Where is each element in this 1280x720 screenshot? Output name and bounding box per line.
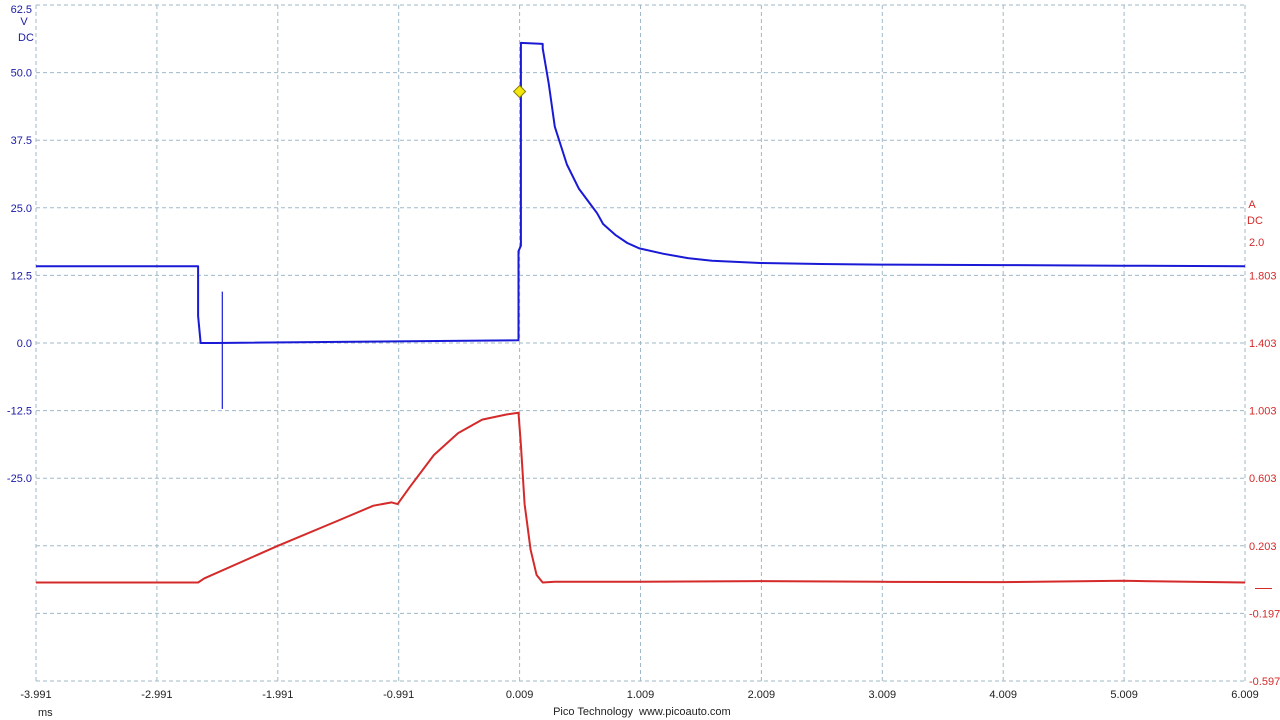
- x-tick-label: 5.009: [1110, 689, 1138, 701]
- left-tick-label: 62.5: [11, 4, 32, 16]
- right-tick-label: 0.603: [1249, 473, 1277, 485]
- right-tick-label: 1.803: [1249, 270, 1277, 282]
- x-tick-label: 2.009: [748, 689, 776, 701]
- left-axis-ticks: 62.5 50.0 37.5 25.0 12.5 0.0 -12.5 -25.0: [7, 4, 32, 485]
- left-axis-coupling: DC: [18, 32, 34, 44]
- trigger-marker[interactable]: [512, 84, 527, 99]
- current-trace: [36, 411, 1246, 584]
- left-tick-label: -12.5: [7, 406, 32, 418]
- x-axis-ticks: -3.991 -2.991 -1.991 -0.991 0.009 1.009 2.009 3…: [20, 689, 1258, 701]
- right-tick-label: 1.003: [1249, 406, 1277, 418]
- left-tick-label: 12.5: [11, 270, 32, 282]
- x-axis-unit: ms: [38, 707, 53, 719]
- right-tick-label: -0.197: [1249, 608, 1280, 620]
- voltage-trace: [36, 41, 1246, 344]
- right-axis-coupling: DC: [1247, 215, 1263, 227]
- right-axis-unit: A: [1248, 199, 1256, 211]
- left-tick-label: -25.0: [7, 473, 32, 485]
- x-tick-label: -2.991: [141, 689, 172, 701]
- x-tick-label: 6.009: [1231, 689, 1259, 701]
- right-tick-label: 0.203: [1249, 541, 1277, 553]
- right-tick-label: 2.0: [1249, 237, 1264, 249]
- left-tick-label: 50.0: [11, 68, 32, 80]
- x-tick-label: 1.009: [627, 689, 655, 701]
- x-tick-label: 3.009: [869, 689, 897, 701]
- left-tick-label: 25.0: [11, 203, 32, 215]
- x-tick-label: 4.009: [989, 689, 1017, 701]
- x-tick-label: -1.991: [262, 689, 293, 701]
- right-axis-ticks: 2.0 1.803 1.403 1.003 0.603 0.203 -0.197 -0.597: [1249, 237, 1280, 688]
- right-tick-label: 1.403: [1249, 338, 1277, 350]
- series-layer: [36, 41, 1246, 584]
- left-tick-label: 37.5: [11, 135, 32, 147]
- marker-layer: [512, 84, 527, 99]
- x-tick-label: -0.991: [383, 689, 414, 701]
- footer-url: www.picoauto.com: [638, 706, 731, 718]
- x-tick-label: -3.991: [20, 689, 51, 701]
- plot-grid: [35, 4, 1246, 682]
- left-axis-unit: V: [20, 16, 28, 28]
- left-tick-label: 0.0: [17, 338, 32, 350]
- footer-brand: Pico Technology: [553, 706, 633, 718]
- right-tick-label: -0.597: [1249, 676, 1280, 688]
- x-tick-label: 0.009: [506, 689, 534, 701]
